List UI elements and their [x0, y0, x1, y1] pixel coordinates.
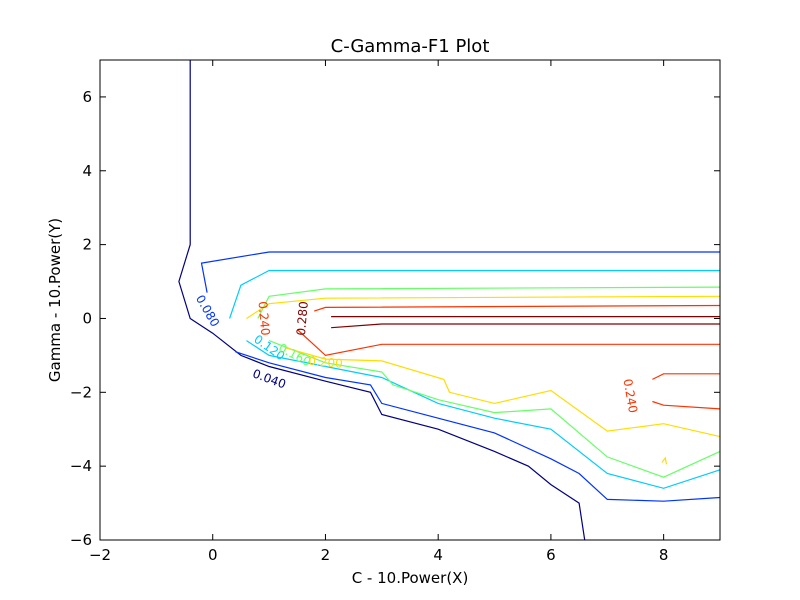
- plot-frame: [99, 59, 721, 541]
- x-tick-label: 4: [433, 546, 443, 564]
- contour-line-0_200-1: [285, 347, 721, 438]
- y-tick-label: −2: [70, 383, 92, 401]
- contour-line-0_160-1: [268, 340, 721, 478]
- y-tick-label: 0: [82, 309, 92, 327]
- chart-title: C-Gamma-F1 Plot: [331, 36, 490, 57]
- y-tick-label: 6: [82, 88, 92, 106]
- x-tick-label: 6: [546, 546, 556, 564]
- contour-line-0_280-1: [331, 323, 720, 329]
- contour-line-0_200-0: [246, 295, 721, 320]
- y-tick-label: 2: [82, 236, 92, 254]
- x-tick-label: 2: [321, 546, 331, 564]
- x-tick-label: 0: [208, 546, 218, 564]
- y-axis-label: Gamma - 10.Power(Y): [46, 218, 64, 382]
- contour-line-0_120-0: [229, 269, 720, 319]
- contour-lines: [178, 60, 721, 541]
- contour-label-4: 0.200: [308, 354, 343, 371]
- axis-ticks: −2 0 2 4 6 8 −6 −4 −2 0 2 4 6: [70, 60, 720, 564]
- contour-line-0_240-2: [652, 373, 720, 380]
- y-tick-label: −6: [70, 531, 92, 549]
- contour-label-6: 0.280: [294, 301, 311, 336]
- contour-line-0_080-0: [200, 251, 720, 293]
- contour-line-0_200-2: [661, 456, 668, 465]
- contour-line-0_080-1: [235, 351, 721, 502]
- contour-label-7: 0.240: [620, 378, 640, 414]
- contour-line-0_160-0: [257, 286, 721, 319]
- x-tick-label: 8: [659, 546, 669, 564]
- x-tick-label: −2: [89, 546, 111, 564]
- y-tick-label: 4: [82, 162, 92, 180]
- contour-line-0_120-1: [246, 340, 721, 489]
- contour-line-0_240-0: [314, 304, 721, 312]
- x-axis-label: C - 10.Power(X): [352, 569, 469, 587]
- y-tick-label: −4: [70, 457, 92, 475]
- contour-label-5: 0.240: [256, 301, 273, 336]
- contour-line-0_240-3: [652, 400, 721, 410]
- contour-line-0_240-1: [296, 329, 720, 357]
- contour-line-0_040-0: [178, 60, 586, 541]
